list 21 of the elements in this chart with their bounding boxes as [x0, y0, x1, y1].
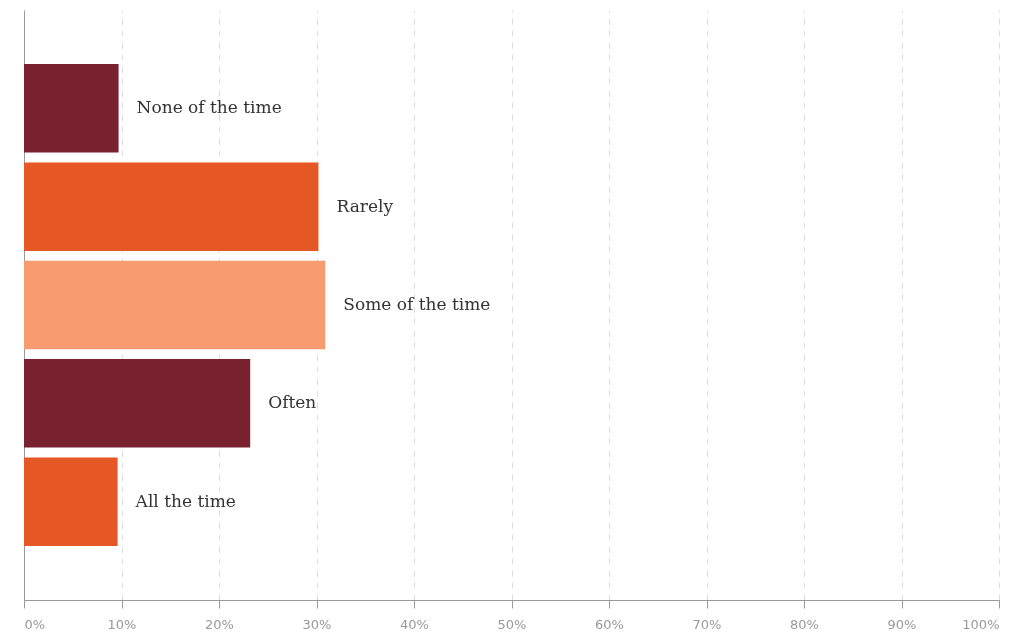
- y-tick-label: Often: [268, 392, 317, 413]
- x-tick-label: 10%: [107, 616, 137, 632]
- x-tick-label: 40%: [400, 616, 429, 632]
- x-tick-label: 70%: [692, 616, 722, 632]
- y-tick-label: All the time: [134, 490, 236, 511]
- x-tick-label: 80%: [790, 616, 819, 632]
- y-tick-label: Rarely: [336, 195, 394, 216]
- bar: [24, 359, 251, 448]
- x-tick-label: 0%: [24, 616, 46, 632]
- x-tick-label: 60%: [595, 616, 624, 632]
- x-tick-label: 50%: [497, 616, 527, 632]
- bar: [24, 162, 319, 251]
- bar: [24, 64, 119, 153]
- x-tick-label: 20%: [205, 616, 234, 632]
- bar: [24, 260, 326, 350]
- x-tick-label: 90%: [887, 616, 917, 632]
- x-tick-label: 100%: [962, 616, 1000, 632]
- y-tick-label: Some of the time: [343, 294, 491, 314]
- x-tick-label: 30%: [302, 616, 332, 632]
- bar: [24, 457, 118, 546]
- y-tick-label: None of the time: [136, 97, 282, 118]
